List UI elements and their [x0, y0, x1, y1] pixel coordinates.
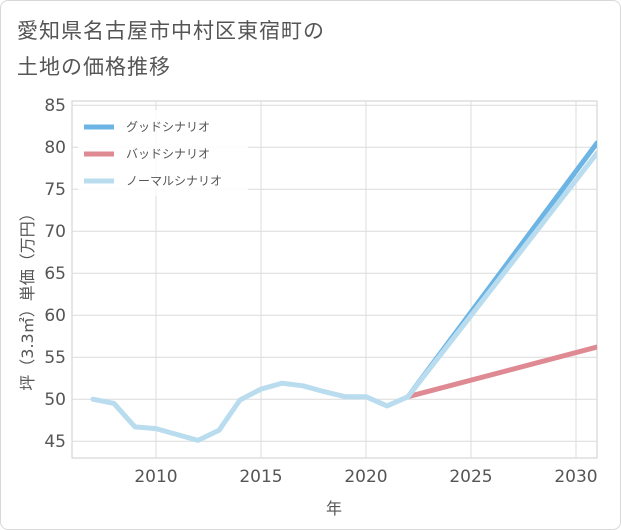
series-line-2	[90, 150, 597, 443]
x-tick-label: 2030	[554, 467, 597, 487]
x-axis-title: 年	[326, 499, 342, 518]
legend-label: ノーマルシナリオ	[126, 174, 222, 188]
x-tick-label: 2020	[344, 467, 387, 487]
y-tick-label: 75	[44, 180, 66, 200]
x-tick-label: 2015	[239, 467, 282, 487]
legend-label: グッドシナリオ	[126, 120, 210, 134]
y-tick-label: 45	[44, 432, 66, 452]
chart-title-line-2: 土地の価格推移	[17, 55, 171, 79]
y-tick-label: 50	[44, 390, 66, 410]
chart-title: 愛知県名古屋市中村区東宿町の 土地の価格推移	[17, 13, 325, 85]
series-lines	[90, 140, 597, 443]
y-tick-label: 60	[44, 306, 66, 326]
x-tick-label: 2025	[449, 467, 492, 487]
y-tick-label: 80	[44, 138, 66, 158]
y-tick-label: 85	[44, 96, 66, 116]
x-axis-ticks: 2010 2015 2020 2025 2030	[134, 467, 597, 487]
series-line-1	[405, 344, 597, 400]
x-tick-label: 2010	[134, 467, 177, 487]
y-tick-label: 65	[44, 264, 66, 284]
y-axis-title: 坪（3.3㎡）単価（万円）	[18, 205, 37, 390]
y-tick-label: 70	[44, 222, 66, 242]
chart-title-line-1: 愛知県名古屋市中村区東宿町の	[17, 19, 325, 43]
legend-label: バッドシナリオ	[126, 147, 210, 161]
y-axis-ticks: 45 50 55 60 65 70 75 80 85	[44, 96, 66, 452]
y-tick-label: 55	[44, 348, 66, 368]
